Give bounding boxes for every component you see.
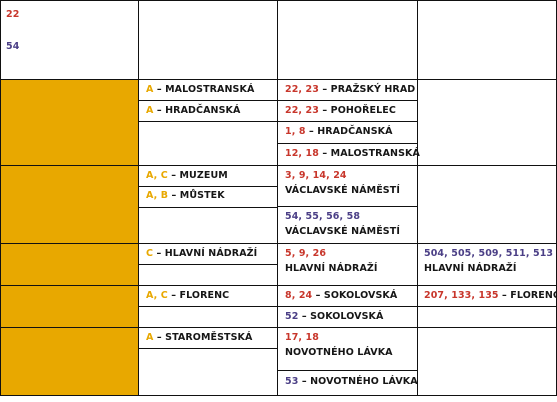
tram-connection: 1, 8 – HRADČANSKÁ	[285, 126, 393, 137]
metro-connection: A – MALOSTRANSKÁ	[146, 84, 255, 95]
subrow-divider	[277, 121, 418, 122]
metro-line-code: A, C	[146, 170, 168, 181]
tram-connection: 53 – NOVOTNÉHO LÁVKA	[285, 376, 418, 387]
tram-line-codes: 54, 55, 56, 58	[285, 211, 361, 222]
row-color-block-3	[1, 244, 138, 285]
tram-stop: VÁCLAVSKÉ NÁMĚSTÍ	[285, 226, 400, 237]
tram-stop: POHOŘELEC	[330, 105, 396, 116]
bus-stop: FLORENC	[510, 290, 557, 301]
row-divider-5	[0, 327, 557, 328]
subrow-divider	[138, 186, 278, 187]
subrow-divider	[277, 206, 418, 207]
subrow-divider	[138, 100, 278, 101]
row-divider-3	[0, 243, 557, 244]
metro-line-code: A, B	[146, 190, 169, 201]
tram-stop: HLAVNÍ NÁDRAŽÍ	[285, 263, 378, 274]
tram-stop: HRADČANSKÁ	[317, 126, 393, 137]
row-divider-2	[0, 165, 557, 166]
metro-connection: A – STAROMĚSTSKÁ	[146, 332, 253, 343]
metro-connection: A, B – MŮSTEK	[146, 190, 225, 201]
tram-stop: SOKOLOVSKÁ	[323, 290, 398, 301]
metro-line-code: A	[146, 332, 154, 343]
table-border-top	[0, 0, 557, 1]
metro-connection: A – HRADČANSKÁ	[146, 105, 241, 116]
table-border-left	[0, 0, 1, 396]
metro-station: MŮSTEK	[179, 190, 225, 201]
tram-line-codes: 1, 8	[285, 126, 306, 137]
tram-connection: 52 – SOKOLOVSKÁ	[285, 311, 384, 322]
bus-connection: 207, 133, 135 – FLORENC	[424, 289, 557, 303]
tram-connection: 12, 18 – MALOSTRANSKÁ	[285, 148, 420, 159]
tram-connection: 22, 23 – PRAŽSKÝ HRAD	[285, 84, 416, 95]
row-divider-1	[0, 79, 557, 80]
metro-connection: C – HLAVNÍ NÁDRAŽÍ	[146, 248, 258, 259]
subrow-divider	[277, 370, 418, 371]
subrow-divider	[417, 306, 557, 307]
bus-stop: HLAVNÍ NÁDRAŽÍ	[424, 263, 517, 274]
row-color-block-1	[1, 80, 138, 165]
subrow-divider	[138, 264, 278, 265]
tram-stop: NOVOTNÉHO LÁVKA	[310, 376, 418, 387]
subrow-divider	[138, 306, 278, 307]
tram-stop: PRAŽSKÝ HRAD	[330, 84, 416, 95]
metro-station: FLORENC	[179, 290, 230, 301]
metro-station: MALOSTRANSKÁ	[165, 84, 255, 95]
column-divider-2	[277, 0, 278, 396]
tram-line-codes: 53	[285, 376, 299, 387]
metro-station: HRADČANSKÁ	[165, 105, 241, 116]
header-line-red: 22	[6, 9, 20, 20]
metro-line-code: C	[146, 248, 154, 259]
tram-connection: 8, 24 – SOKOLOVSKÁ	[285, 290, 398, 301]
subrow-divider	[138, 121, 278, 122]
subrow-divider	[277, 100, 418, 101]
subrow-divider	[138, 207, 278, 208]
row-color-block-4	[1, 286, 138, 327]
tram-stop: NOVOTNÉHO LÁVKA	[285, 347, 393, 358]
metro-line-code: A	[146, 84, 154, 95]
subrow-divider	[138, 348, 278, 349]
column-divider-3	[417, 0, 418, 396]
table-border-bottom	[0, 395, 557, 396]
row-divider-4	[0, 285, 557, 286]
metro-station: HLAVNÍ NÁDRAŽÍ	[164, 248, 258, 259]
tram-stop: MALOSTRANSKÁ	[330, 148, 420, 159]
metro-connection: A, C – MUZEUM	[146, 170, 228, 181]
tram-stop: SOKOLOVSKÁ	[310, 311, 384, 322]
tram-stop: VÁCLAVSKÉ NÁMĚSTÍ	[285, 185, 400, 196]
subrow-divider	[277, 306, 418, 307]
header-line-blue: 54	[6, 41, 20, 52]
metro-line-code: A, C	[146, 290, 168, 301]
tram-line-codes: 17, 18	[285, 332, 319, 343]
metro-station: MUZEUM	[179, 170, 228, 181]
tram-line-codes: 52	[285, 311, 299, 322]
tram-line-codes: 3, 9, 14, 24	[285, 170, 347, 181]
bus-line-codes: 207, 133, 135	[424, 290, 499, 301]
column-divider-1	[138, 0, 139, 396]
row-color-block-5	[1, 328, 138, 396]
row-color-block-2	[1, 166, 138, 243]
tram-line-codes: 22, 23	[285, 84, 319, 95]
metro-connection: A, C – FLORENC	[146, 290, 230, 301]
metro-station: STAROMĚSTSKÁ	[165, 332, 253, 343]
tram-line-codes: 8, 24	[285, 290, 313, 301]
subrow-divider	[277, 143, 418, 144]
metro-line-code: A	[146, 105, 154, 116]
tram-line-codes: 22, 23	[285, 105, 319, 116]
bus-line-codes: 504, 505, 509, 511, 513	[424, 248, 554, 259]
tram-connection: 22, 23 – POHOŘELEC	[285, 105, 396, 116]
tram-line-codes: 12, 18	[285, 148, 319, 159]
tram-line-codes: 5, 9, 26	[285, 248, 327, 259]
